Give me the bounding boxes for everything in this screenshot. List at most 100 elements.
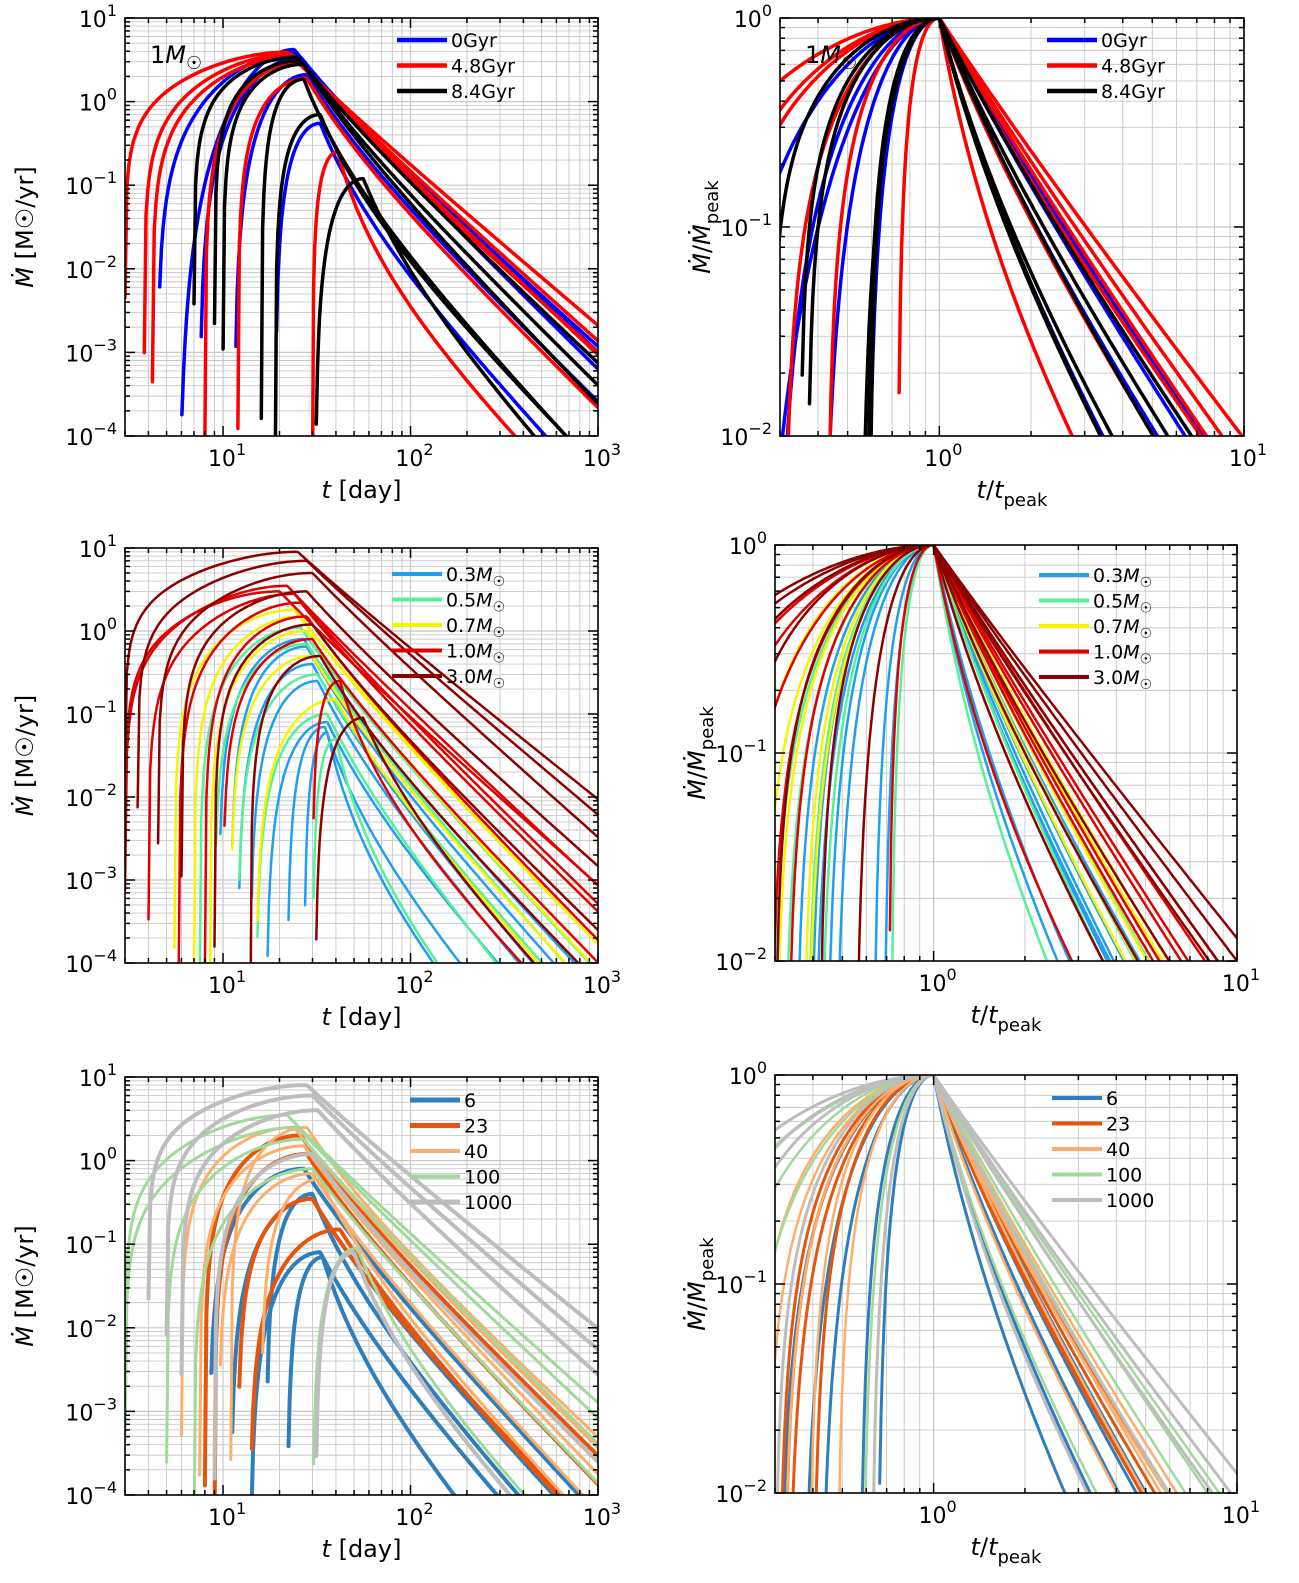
series-line (136, 559, 598, 816)
tick-label: 103 (583, 440, 621, 472)
legend: 6 23 40 100 1000 (1052, 1088, 1154, 1212)
tick-label: 100 (79, 614, 117, 646)
series-line (249, 1227, 560, 1495)
legend-label: 0.7M☉ (446, 615, 505, 641)
series-line (820, 545, 1140, 961)
series-line (780, 18, 1225, 436)
tick-label: 100 (919, 965, 957, 997)
series-line (775, 1075, 1187, 1493)
legend: 0Gyr 4.8Gyr 8.4Gyr (1047, 30, 1165, 103)
tick-label: 10−2 (715, 1476, 767, 1508)
tick-label: 10−2 (65, 252, 117, 284)
series-line (261, 1177, 566, 1495)
tick-label: 10−1 (65, 1227, 117, 1259)
tick-label: 101 (79, 531, 117, 563)
series-line (857, 545, 1105, 961)
series-line (218, 1172, 585, 1495)
legend-label: 100 (1106, 1165, 1142, 1187)
series-line (860, 1075, 1092, 1493)
series-line (221, 62, 598, 406)
legend: 6 23 40 100 1000 (410, 1090, 512, 1214)
series-line (775, 545, 1211, 961)
tick-label: 101 (1222, 965, 1260, 997)
tick-label: 100 (729, 528, 767, 560)
series-line (780, 18, 1209, 436)
series-line (776, 1075, 1172, 1493)
tick-label: 10−2 (715, 944, 767, 976)
series-line (303, 731, 435, 963)
legend-label: 3.0M☉ (1093, 667, 1152, 693)
series-line (312, 679, 523, 963)
plot-frame (124, 17, 599, 437)
legend-label: 0.5M☉ (1093, 591, 1152, 617)
tick-label: 100 (729, 1058, 767, 1090)
tick-label: 10−3 (65, 1394, 117, 1426)
series-line (146, 1083, 598, 1331)
series-line (878, 1075, 1067, 1493)
series-line (192, 615, 598, 963)
series-line (177, 601, 598, 963)
legend-label: 0Gyr (1101, 30, 1147, 52)
ticks (774, 1074, 1238, 1494)
panel-top-left: 101 102 103 10−4 10−3 10−2 10−1 100 101 t [day] Ṁ … (10, 1, 621, 504)
y-axis-label: Ṁ [M☉/yr] (10, 695, 39, 816)
tick-label: 10−1 (715, 736, 767, 768)
series-line (775, 1075, 1215, 1493)
legend-label: 1000 (1106, 1190, 1154, 1212)
legend-label: 1000 (464, 1192, 512, 1214)
panel-middle-left: 101 102 103 10−4 10−3 10−2 10−1 100 101 t [day] Ṁ … (10, 531, 621, 1031)
legend: 0Gyr 4.8Gyr 8.4Gyr (397, 30, 515, 103)
series-line (314, 176, 537, 436)
tick-label: 100 (919, 1497, 957, 1529)
tick-label: 101 (79, 1, 117, 33)
panel-annotation: 1M☉ (150, 41, 202, 74)
series-line (775, 545, 1161, 961)
series-line (229, 1125, 598, 1461)
series-line (125, 584, 598, 892)
tick-label: 101 (208, 440, 246, 472)
panel-bottom-left: 101 102 103 10−4 10−3 10−2 10−1 100 101 t [day] Ṁ … (10, 1060, 621, 1563)
legend-label: 23 (464, 1116, 488, 1138)
series-line (223, 637, 598, 963)
legend-label: 1.0M☉ (1093, 642, 1152, 668)
legend-label: 0.3M☉ (1093, 565, 1152, 591)
series-line (817, 545, 1116, 961)
legend: 0.3M☉0.5M☉0.7M☉1.0M☉3.0M☉ (392, 564, 505, 692)
series-line (256, 698, 541, 963)
x-axis-label: t/tpeak (971, 1001, 1042, 1036)
series-line (237, 1196, 565, 1495)
series-line (156, 571, 598, 845)
tick-label: 10−4 (65, 419, 117, 451)
y-axis-label: Ṁ/Ṁpeak (682, 1237, 718, 1331)
tick-label: 101 (1229, 440, 1267, 472)
ticks (124, 17, 599, 437)
y-axis-label: Ṁ [M☉/yr] (10, 166, 39, 287)
tick-label: 100 (79, 1144, 117, 1176)
series-line (775, 1075, 1179, 1493)
legend-label: 3.0M☉ (446, 666, 505, 692)
legend-label: 6 (464, 1090, 476, 1112)
series-line (213, 623, 598, 948)
legend-label: 40 (1106, 1139, 1130, 1161)
series-line (125, 550, 598, 801)
series-line (198, 1144, 598, 1477)
series-line (780, 18, 1194, 436)
series-line (147, 592, 598, 921)
tick-label: 102 (395, 967, 433, 999)
tick-label: 102 (395, 440, 433, 472)
series-line (192, 55, 598, 365)
x-axis-label: t [day] (322, 476, 402, 504)
tick-label: 10−2 (65, 1311, 117, 1343)
tick-label: 10−2 (720, 419, 772, 451)
series-line (125, 1125, 598, 1441)
x-axis-label: t/tpeak (971, 1533, 1042, 1568)
y-axis-label: Ṁ/Ṁpeak (682, 706, 718, 800)
series-line (810, 1075, 1168, 1493)
legend-label: 0.3M☉ (446, 564, 505, 590)
series-line (863, 18, 1103, 436)
series-line (180, 590, 598, 878)
legend-label: 1.0M☉ (446, 641, 505, 667)
ticks (124, 1076, 599, 1496)
panel-bottom-right: 100 101 10−2 10−1 100 t/tpeak Ṁ/Ṁpeak 6 23 40 100 1… (682, 1058, 1260, 1568)
series-line (287, 725, 462, 963)
